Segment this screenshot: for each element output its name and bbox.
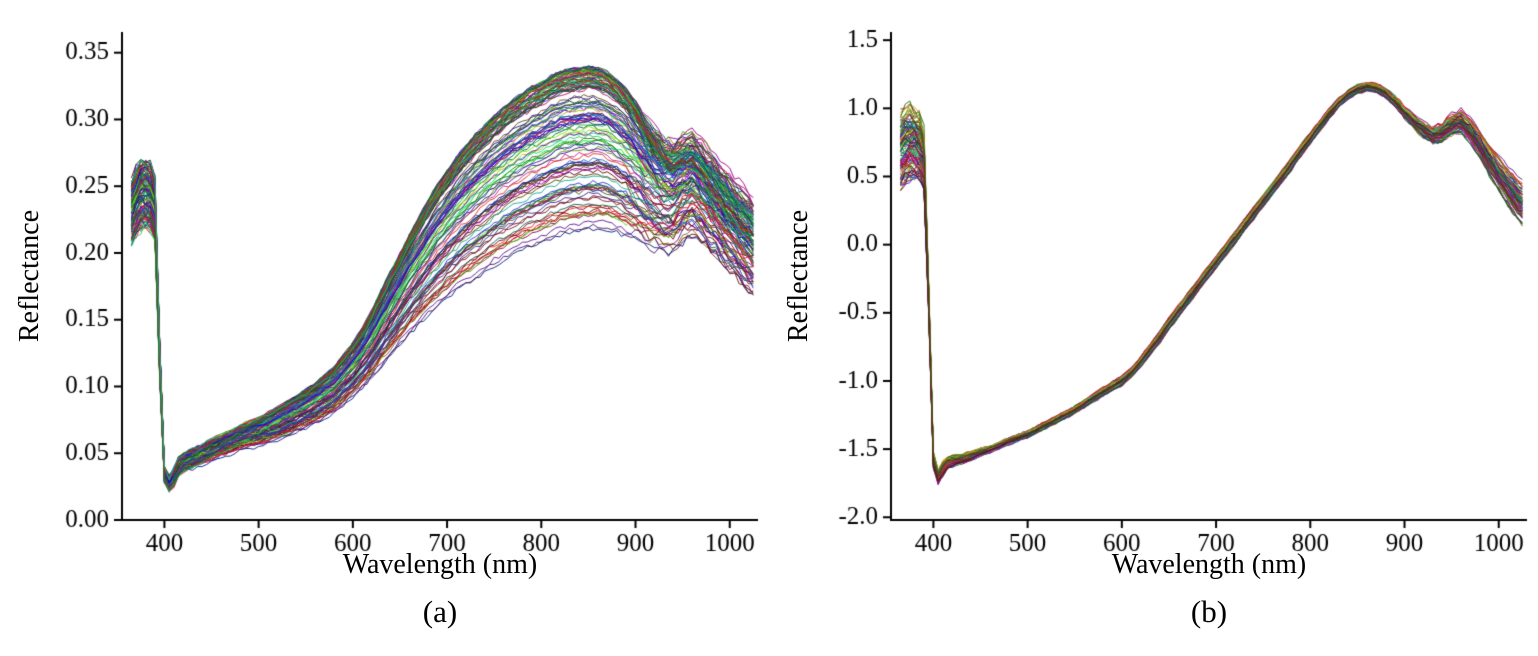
chart-canvas-b [769, 0, 1538, 560]
x-axis-label-a: Wavelength (nm) [342, 549, 538, 580]
chart-canvas-a [0, 0, 769, 560]
panel-b: Reflectance Wavelength (nm) (b) [769, 0, 1538, 656]
caption-a: (a) [422, 594, 458, 629]
caption-b: (b) [1190, 594, 1228, 629]
y-axis-label-b: Reflectance [783, 209, 814, 343]
panel-a: Reflectance Wavelength (nm) (a) [0, 0, 769, 629]
x-axis-label-b: Wavelength (nm) [1111, 549, 1307, 580]
y-axis-label-a: Reflectance [14, 209, 45, 343]
